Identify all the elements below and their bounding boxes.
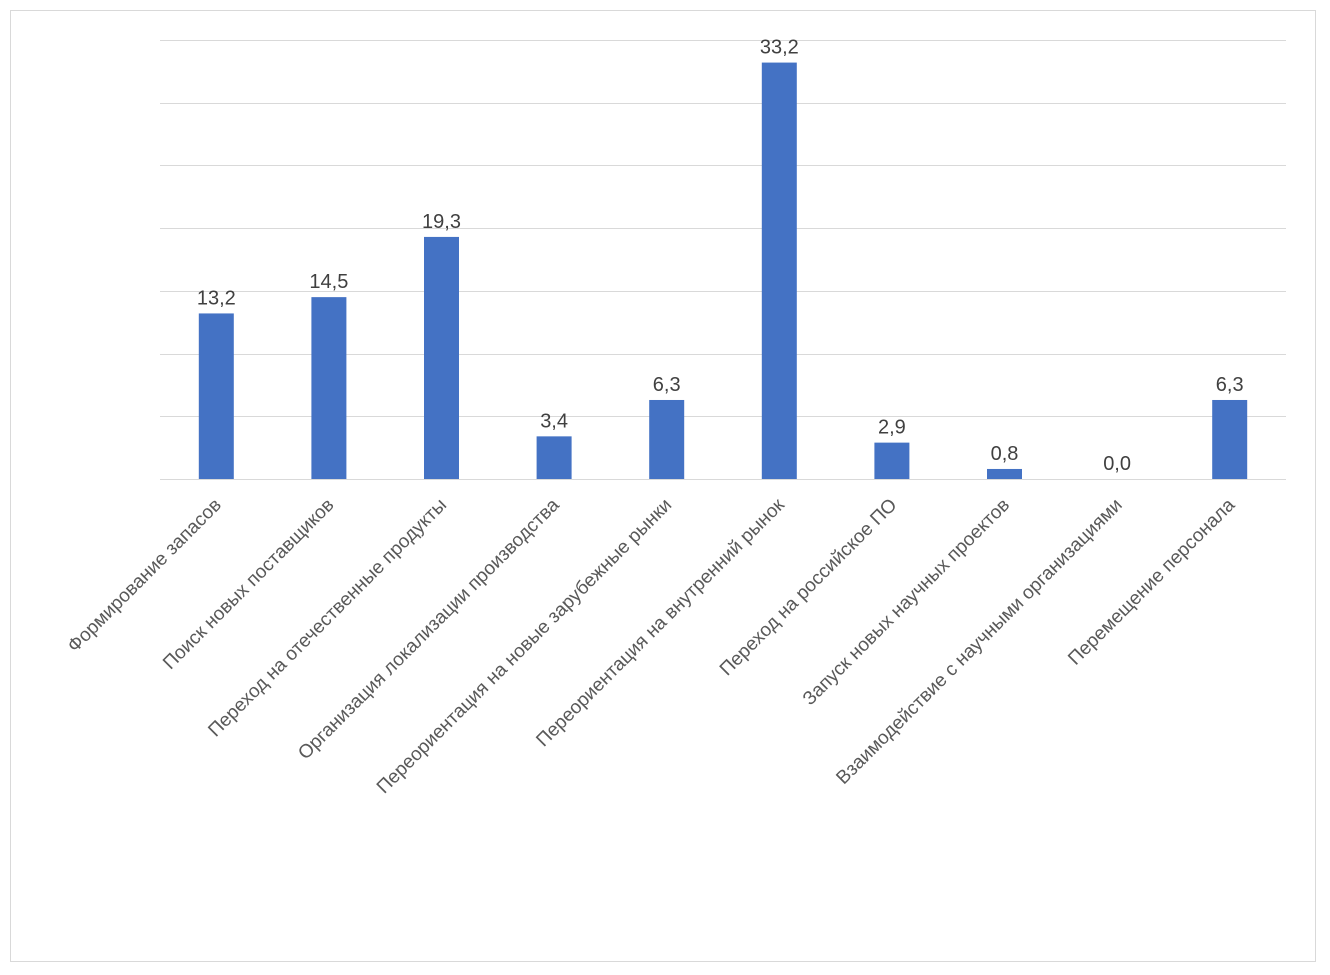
data-label: 33,2	[760, 37, 799, 59]
bar	[874, 442, 910, 479]
category-label: Переориентация на внутренний рынок	[532, 494, 789, 751]
category-label: Запуск новых научных проектов	[799, 495, 1014, 710]
bar	[987, 468, 1022, 479]
data-label: 6,3	[1216, 374, 1244, 396]
value-labels: 13,2 14,5 19,3 3,4 6,3 33,2 2,9 0,8 0,0 6,3	[197, 37, 1244, 475]
data-label: 14,5	[309, 271, 348, 293]
bar	[649, 399, 685, 479]
bar	[198, 313, 234, 479]
bar	[311, 297, 347, 479]
data-label: 3,4	[540, 410, 568, 432]
bars	[198, 62, 1248, 479]
gridlines	[160, 40, 1286, 480]
bar	[424, 236, 459, 479]
bar	[536, 436, 572, 479]
bar	[1212, 399, 1248, 479]
data-label: 6,3	[653, 374, 681, 396]
data-label: 0,0	[1103, 453, 1131, 475]
category-label: Организация локализации производства	[294, 494, 564, 764]
data-label: 0,8	[991, 443, 1019, 465]
data-label: 2,9	[878, 417, 906, 439]
chart-frame	[10, 10, 1316, 962]
data-label: 19,3	[422, 211, 461, 233]
category-label: Переход на российское ПО	[716, 495, 901, 680]
category-label: Переход на отечественные продукты	[204, 495, 451, 742]
data-label: 13,2	[197, 287, 236, 309]
bar	[761, 62, 797, 479]
